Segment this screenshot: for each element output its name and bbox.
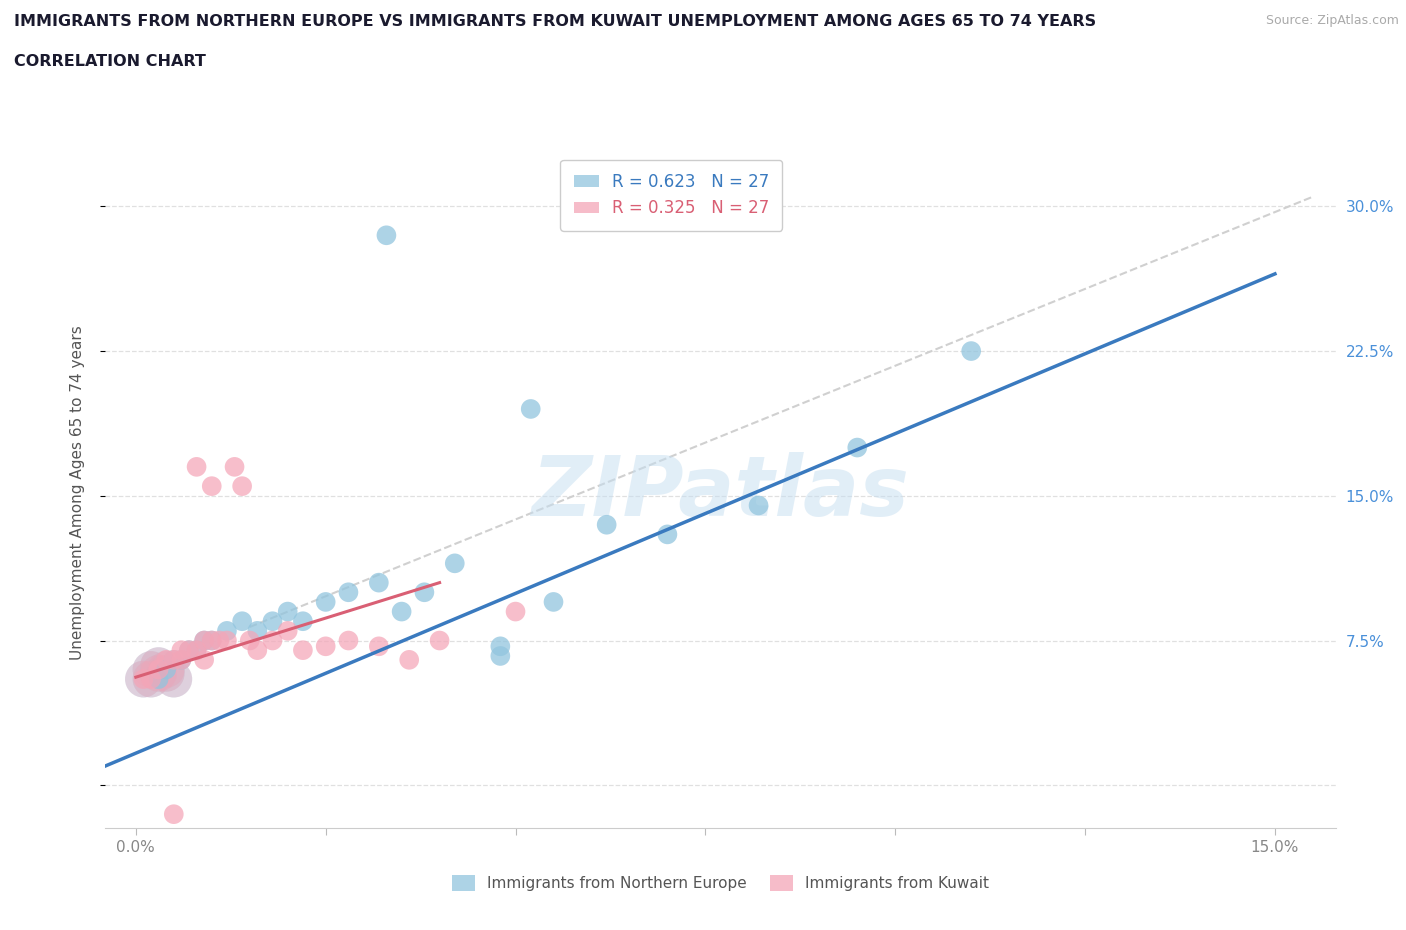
Point [186, 643, 208, 658]
Point [163, 652, 186, 667]
Point [231, 479, 253, 494]
Point [657, 527, 679, 542]
Point [215, 623, 238, 638]
Point [148, 658, 170, 673]
Point [246, 623, 269, 638]
Point [132, 671, 155, 686]
Point [337, 585, 360, 600]
Point [139, 671, 162, 686]
Point [139, 662, 162, 677]
Y-axis label: Unemployment Among Ages 65 to 74 years: Unemployment Among Ages 65 to 74 years [70, 326, 84, 660]
Point [429, 633, 451, 648]
Point [148, 671, 170, 686]
Point [291, 614, 314, 629]
Point [215, 633, 238, 648]
Point [543, 594, 565, 609]
Point [262, 633, 284, 648]
Point [170, 652, 193, 667]
Point [193, 652, 215, 667]
Point [398, 652, 420, 667]
Point [246, 643, 269, 658]
Point [337, 633, 360, 648]
Point [148, 666, 170, 681]
Point [148, 658, 170, 673]
Point [148, 666, 170, 681]
Point [291, 643, 314, 658]
Point [155, 662, 177, 677]
Point [139, 662, 162, 677]
Point [224, 459, 246, 474]
Point [315, 594, 337, 609]
Point [177, 643, 200, 658]
Point [489, 639, 512, 654]
Point [277, 623, 299, 638]
Point [375, 228, 398, 243]
Point [960, 343, 983, 358]
Point [163, 671, 186, 686]
Point [170, 652, 193, 667]
Point [132, 671, 155, 686]
Point [519, 402, 541, 417]
Point [155, 662, 177, 677]
Point [277, 604, 299, 619]
Text: Source: ZipAtlas.com: Source: ZipAtlas.com [1265, 14, 1399, 27]
Point [148, 662, 170, 677]
Point [163, 652, 186, 667]
Point [262, 614, 284, 629]
Point [177, 643, 200, 658]
Text: ZIPatlas: ZIPatlas [531, 452, 910, 534]
Point [132, 671, 155, 686]
Point [170, 643, 193, 658]
Point [505, 604, 527, 619]
Point [155, 666, 177, 681]
Point [155, 652, 177, 667]
Point [391, 604, 413, 619]
Text: CORRELATION CHART: CORRELATION CHART [14, 54, 205, 69]
Point [155, 662, 177, 677]
Point [208, 633, 231, 648]
Legend: Immigrants from Northern Europe, Immigrants from Kuwait: Immigrants from Northern Europe, Immigra… [446, 869, 995, 897]
Point [163, 806, 186, 821]
Point [201, 633, 224, 648]
Point [193, 633, 215, 648]
Point [201, 479, 224, 494]
Point [193, 633, 215, 648]
Point [239, 633, 262, 648]
Point [367, 575, 389, 590]
Point [201, 633, 224, 648]
Point [139, 671, 162, 686]
Point [595, 517, 617, 532]
Point [315, 639, 337, 654]
Point [846, 440, 869, 455]
Point [155, 666, 177, 681]
Point [489, 648, 512, 663]
Point [163, 671, 186, 686]
Point [413, 585, 436, 600]
Point [748, 498, 770, 512]
Point [139, 671, 162, 686]
Point [186, 459, 208, 474]
Point [231, 614, 253, 629]
Point [443, 556, 465, 571]
Point [367, 639, 389, 654]
Point [186, 643, 208, 658]
Text: IMMIGRANTS FROM NORTHERN EUROPE VS IMMIGRANTS FROM KUWAIT UNEMPLOYMENT AMONG AGE: IMMIGRANTS FROM NORTHERN EUROPE VS IMMIG… [14, 14, 1097, 29]
